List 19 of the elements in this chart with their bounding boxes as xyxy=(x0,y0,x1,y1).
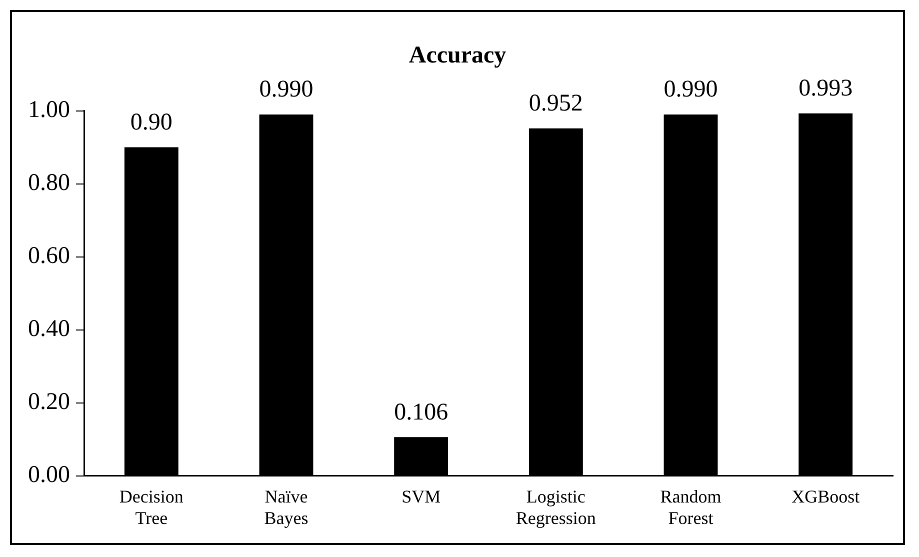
y-tick-label: 0.80 xyxy=(28,170,70,196)
y-tick-label: 0.00 xyxy=(28,462,70,488)
x-tick-label: XGBoost xyxy=(792,486,860,506)
x-tick-label: Decision Tree xyxy=(119,486,184,528)
data-label: 0.106 xyxy=(394,399,448,426)
data-label: 0.90 xyxy=(130,110,172,136)
chart-title: Accuracy xyxy=(408,42,506,69)
y-tick-label: 1.00 xyxy=(28,97,70,124)
x-tick-label: Naïve Bayes xyxy=(264,486,308,528)
y-tick-label: 0.40 xyxy=(28,316,70,342)
x-tick-label: SVM xyxy=(402,486,441,506)
x-tick-label: Random Forest xyxy=(660,486,722,528)
data-label: 0.952 xyxy=(528,90,583,117)
y-tick-label: 0.60 xyxy=(28,243,70,270)
data-label: 0.993 xyxy=(798,76,853,102)
y-tick-label: 0.20 xyxy=(28,389,70,416)
x-tick-label: Logistic Regression xyxy=(516,486,596,528)
data-label: 0.990 xyxy=(259,76,314,103)
data-label: 0.990 xyxy=(664,76,718,103)
